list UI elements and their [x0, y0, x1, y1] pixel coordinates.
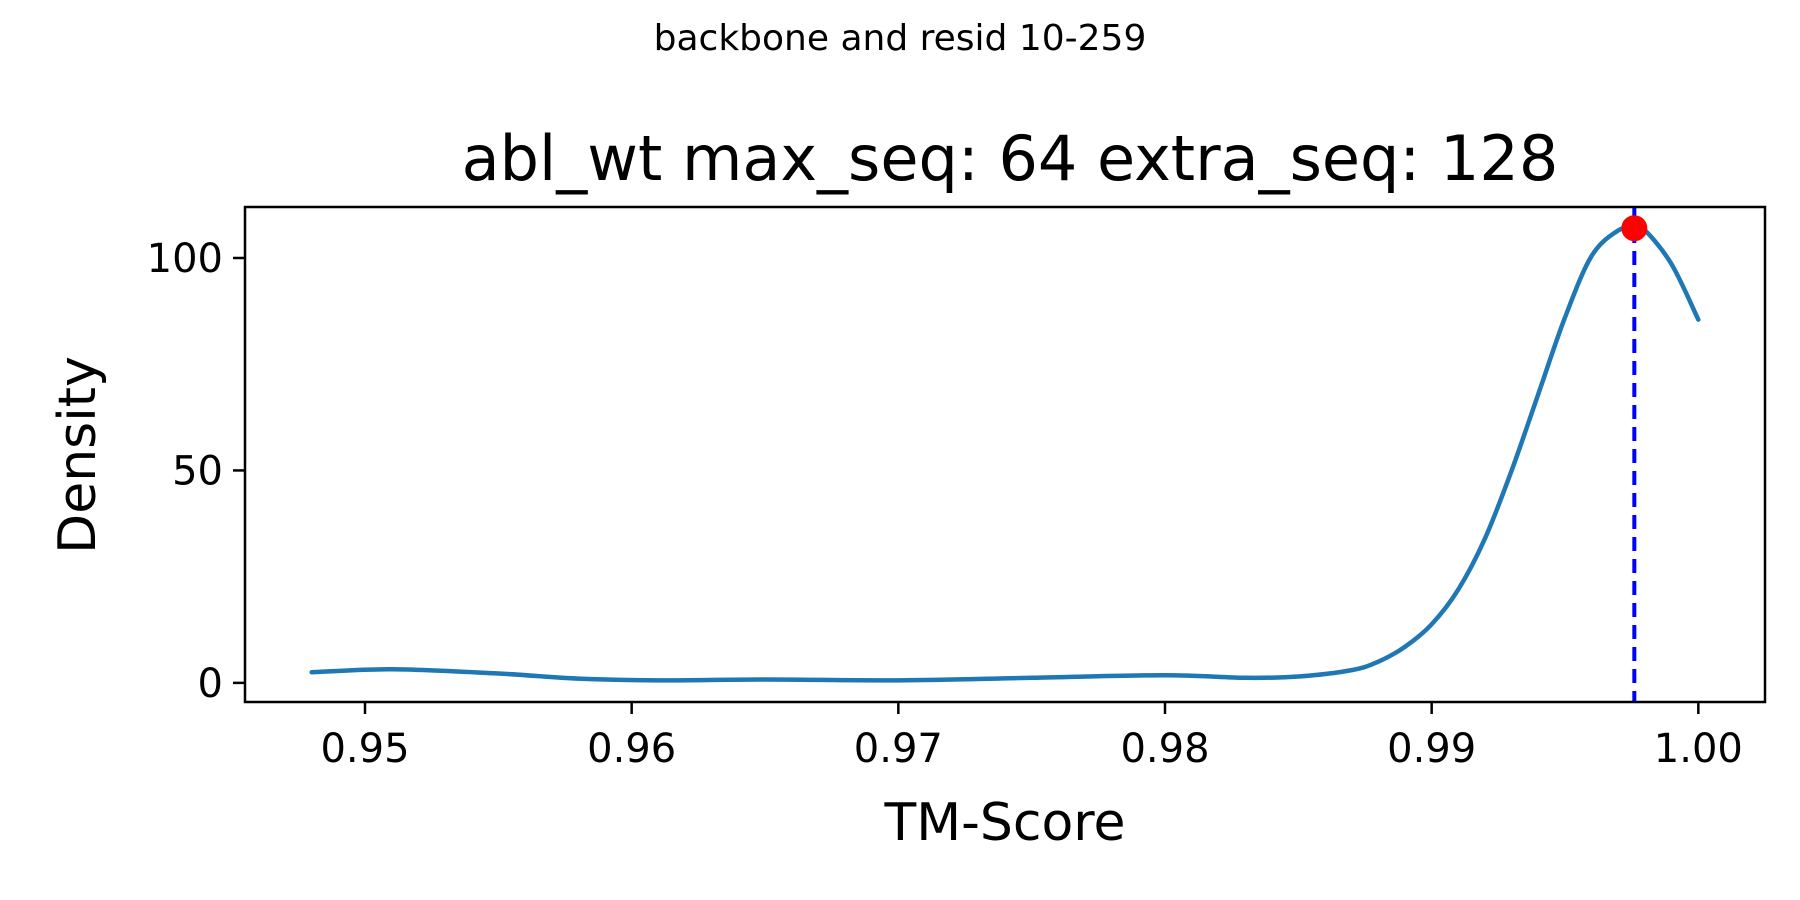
y-axis-ticks: 0 50 100	[147, 236, 245, 707]
x-axis-label: TM-Score	[883, 793, 1125, 853]
y-tick-label: 100	[147, 236, 223, 282]
x-tick-label: 0.97	[854, 726, 943, 772]
x-tick-label: 0.96	[587, 726, 676, 772]
plot-area	[309, 207, 1701, 702]
x-tick-label: 0.95	[320, 726, 409, 772]
x-tick-label: 0.99	[1387, 726, 1476, 772]
x-axis-ticks: 0.95 0.96 0.97 0.98 0.99 1.00	[320, 702, 1743, 772]
axes-frame	[243, 205, 1767, 704]
y-tick-label: 50	[172, 448, 223, 494]
x-tick-label: 0.98	[1120, 726, 1209, 772]
y-axis-label: Density	[48, 356, 108, 554]
chart-title: abl_wt max_seq: 64 extra_seq: 128	[462, 122, 1559, 195]
peak-marker	[1621, 215, 1648, 242]
x-tick-label: 1.00	[1654, 726, 1743, 772]
density-line	[309, 224, 1701, 683]
chart-suptitle: backbone and resid 10-259	[654, 18, 1147, 59]
y-tick-label: 0	[198, 661, 223, 707]
